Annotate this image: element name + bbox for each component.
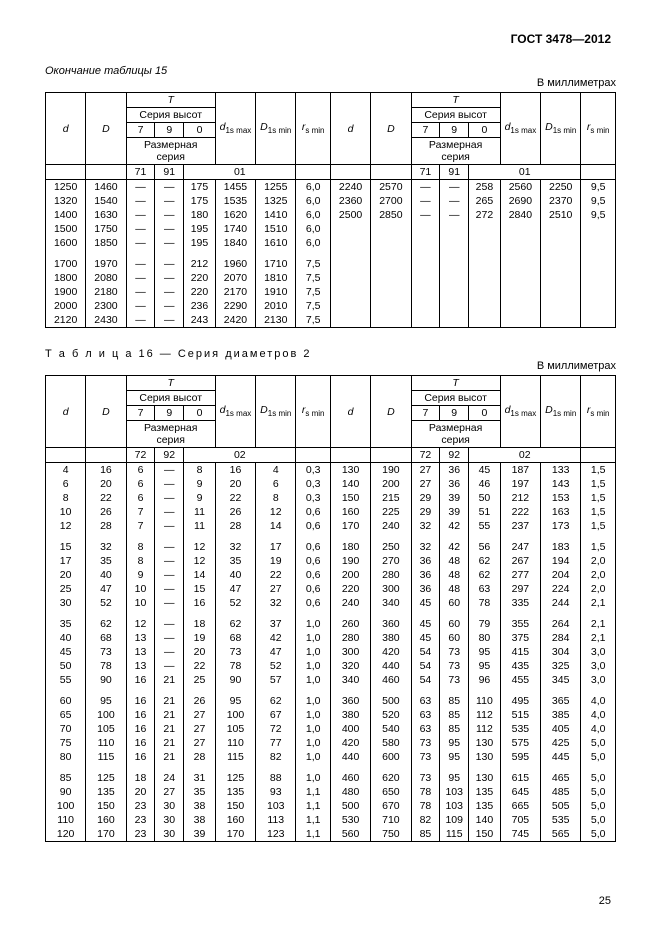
doc-id: ГОСТ 3478—2012 — [511, 32, 611, 46]
table-16: d D T d1s max D1s min rs min d D T d1s m… — [45, 375, 616, 842]
table-15: d D T d1s max D1s min rs min d D T d1s m… — [45, 92, 616, 328]
table16-caption: Т а б л и ц а 16 — Серия диаметров 2 — [45, 348, 616, 360]
page-number: 25 — [599, 895, 611, 907]
table15-caption: Окончание таблицы 15 — [45, 65, 616, 77]
units-label-2: В миллиметрах — [45, 360, 616, 372]
units-label: В миллиметрах — [45, 77, 616, 89]
